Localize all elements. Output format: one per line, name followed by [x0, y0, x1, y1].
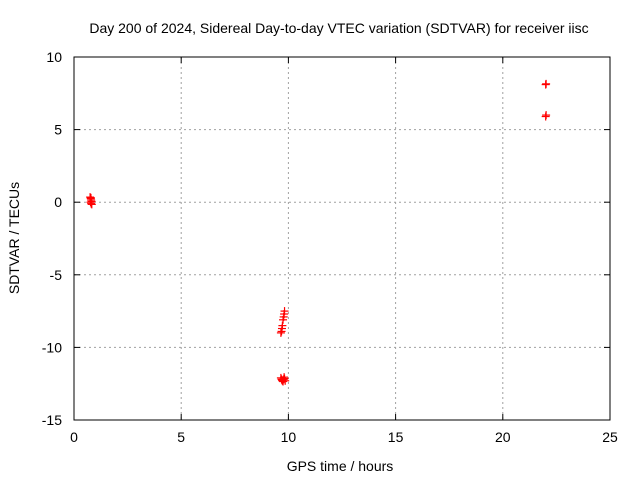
- x-axis-label: GPS time / hours: [287, 458, 394, 474]
- x-tick-label: 10: [281, 429, 297, 445]
- x-tick-label: 20: [495, 429, 511, 445]
- data-point: [87, 200, 96, 209]
- data-point: [280, 307, 289, 316]
- tick-labels: 0 5 10 15 20 25 -15 -10 -5 0 5 10: [42, 49, 618, 445]
- grid: [74, 57, 610, 420]
- data-point: [278, 321, 287, 330]
- data-points: [86, 79, 551, 386]
- axis-ticks: [73, 56, 611, 421]
- y-tick-label: 0: [54, 194, 62, 210]
- data-point: [542, 79, 551, 88]
- x-tick-label: 0: [70, 429, 78, 445]
- data-point: [281, 376, 290, 385]
- x-tick-label: 5: [177, 429, 185, 445]
- y-tick-label: 10: [46, 49, 62, 65]
- y-tick-label: -15: [42, 412, 62, 428]
- y-tick-label: -10: [42, 339, 62, 355]
- plot-frame: [73, 56, 611, 421]
- chart-title: Day 200 of 2024, Sidereal Day-to-day VTE…: [89, 20, 588, 36]
- data-point: [542, 111, 551, 120]
- data-point: [86, 193, 95, 202]
- x-tick-label: 25: [602, 429, 618, 445]
- y-tick-label: 5: [54, 122, 62, 138]
- y-tick-label: -5: [50, 267, 63, 283]
- data-point: [276, 328, 285, 337]
- x-tick-label: 15: [388, 429, 404, 445]
- y-axis-label: SDTVAR / TECUs: [6, 182, 22, 294]
